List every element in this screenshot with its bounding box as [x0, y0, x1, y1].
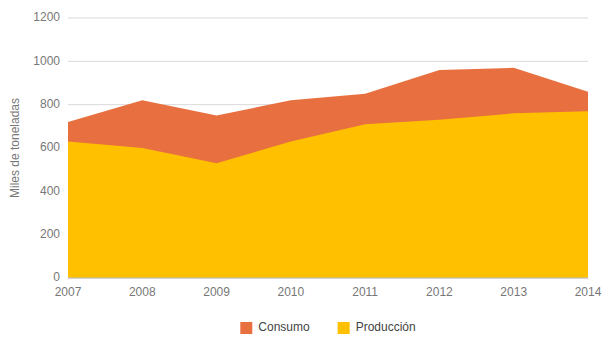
chart-container: 0 200 400 600 800 1000 1200 2007 2008 2009 2010 201…	[0, 0, 610, 350]
legend-label: Consumo	[258, 320, 310, 334]
y-tick-label: 0	[53, 270, 60, 284]
legend-label: Producción	[356, 320, 416, 334]
y-tick-label: 1000	[33, 54, 60, 68]
grid-line	[68, 61, 588, 62]
x-tick-label: 2012	[426, 285, 453, 299]
legend-swatch	[338, 322, 350, 334]
grid	[68, 18, 588, 278]
y-tick-label: 400	[40, 184, 60, 198]
y-tick-label: 600	[40, 140, 60, 154]
legend-swatch	[240, 322, 252, 334]
y-tick-label: 200	[40, 227, 60, 241]
x-axis: 2007 2008 2009 2010 2011 2012 2013 2014	[55, 278, 602, 299]
x-tick-label: 2010	[278, 285, 305, 299]
x-tick-label: 2011	[352, 285, 378, 299]
x-tick-label: 2013	[500, 285, 527, 299]
area	[68, 111, 588, 278]
areas	[68, 68, 588, 278]
y-tick-label: 1200	[33, 10, 60, 24]
legend: Consumo Producción	[240, 320, 415, 334]
y-axis-label: Miles de toneladas	[8, 98, 22, 198]
x-tick-label: 2007	[55, 285, 82, 299]
grid-line	[68, 278, 588, 279]
y-tick-label: 800	[40, 97, 60, 111]
legend-item: Producción	[338, 320, 416, 334]
chart: 0 200 400 600 800 1000 1200 2007 2008 2009 2010 201…	[0, 0, 610, 350]
grid-line	[68, 18, 588, 19]
legend-item: Consumo	[240, 320, 310, 334]
y-axis: 0 200 400 600 800 1000 1200	[33, 10, 60, 284]
x-tick-label: 2008	[129, 285, 156, 299]
x-tick-label: 2009	[203, 285, 230, 299]
x-tick-label: 2014	[575, 285, 602, 299]
x-axis-line	[68, 278, 588, 279]
area	[68, 68, 588, 278]
